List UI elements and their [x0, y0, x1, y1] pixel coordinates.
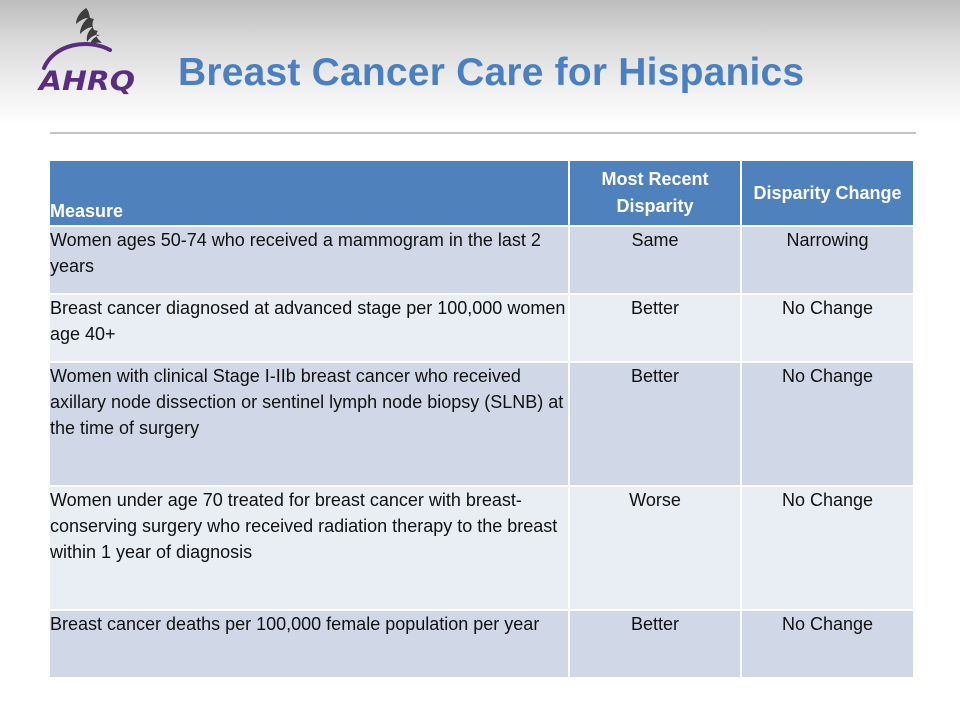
measure-cell: Breast cancer deaths per 100,000 female …	[48, 609, 570, 679]
ahrq-logo: AHRQ	[36, 6, 140, 98]
measure-cell: Breast cancer diagnosed at advanced stag…	[48, 293, 570, 363]
logo-swoosh	[42, 42, 112, 70]
logo-text: AHRQ	[37, 66, 135, 97]
measure-cell: Women ages 50-74 who received a mammogra…	[48, 225, 570, 295]
recent-disparity-cell: Better	[568, 609, 742, 679]
table-row: Women ages 50-74 who received a mammogra…	[48, 225, 915, 295]
header-most-recent-disparity: Most Recent Disparity	[568, 159, 742, 227]
table-row: Breast cancer diagnosed at advanced stag…	[48, 293, 915, 363]
header-measure: Measure	[48, 159, 570, 227]
recent-disparity-cell: Better	[568, 361, 742, 487]
recent-disparity-cell: Worse	[568, 485, 742, 611]
measure-cell: Women with clinical Stage I-IIb breast c…	[48, 361, 570, 487]
disparity-change-cell: No Change	[740, 485, 915, 611]
disparity-change-cell: No Change	[740, 361, 915, 487]
table-row: Women under age 70 treated for breast ca…	[48, 485, 915, 611]
ahrq-logo-graphic: AHRQ	[37, 8, 135, 97]
disparity-change-cell: No Change	[740, 293, 915, 363]
disparity-change-cell: Narrowing	[740, 225, 915, 295]
table-row: Women with clinical Stage I-IIb breast c…	[48, 361, 915, 487]
recent-disparity-cell: Same	[568, 225, 742, 295]
table-body: Women ages 50-74 who received a mammogra…	[48, 225, 915, 679]
slide-title: Breast Cancer Care for Hispanics	[178, 51, 805, 94]
hhs-eagle-icon	[76, 8, 102, 45]
header-row: Measure Most Recent Disparity Disparity …	[48, 159, 915, 227]
header-disparity-change: Disparity Change	[740, 159, 915, 227]
measure-cell: Women under age 70 treated for breast ca…	[48, 485, 570, 611]
title-divider	[50, 132, 916, 134]
disparity-table: Measure Most Recent Disparity Disparity …	[48, 159, 915, 679]
table-row: Breast cancer deaths per 100,000 female …	[48, 609, 915, 679]
disparity-change-cell: No Change	[740, 609, 915, 679]
table-header: Measure Most Recent Disparity Disparity …	[48, 159, 915, 227]
recent-disparity-cell: Better	[568, 293, 742, 363]
